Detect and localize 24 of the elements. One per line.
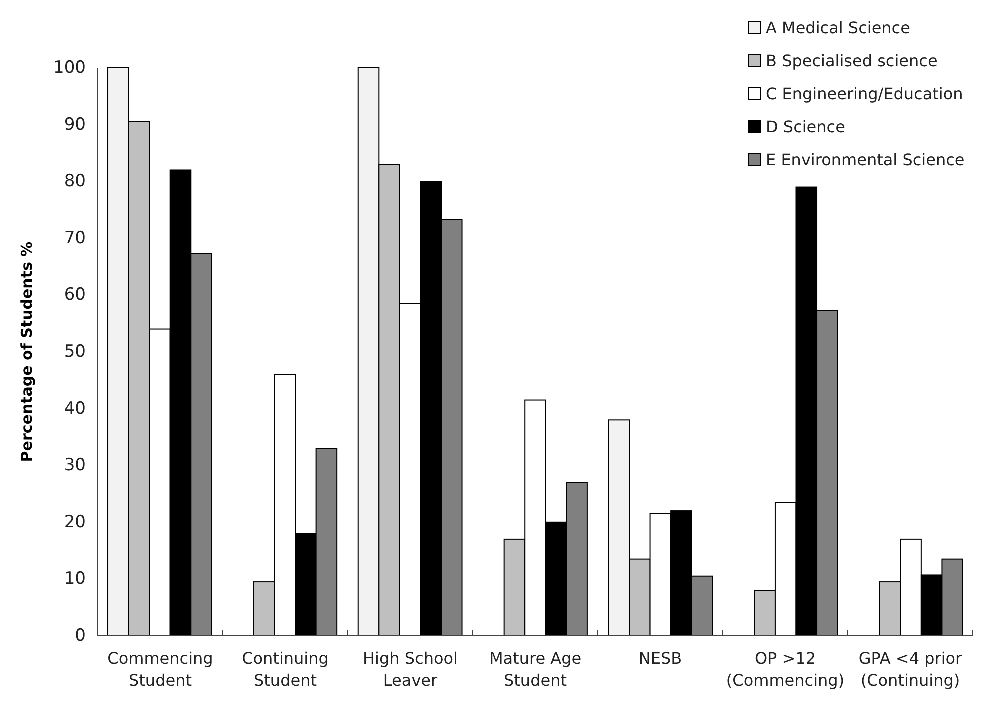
x-tick-label: GPA <4 prior (Continuing)	[858, 649, 963, 690]
y-tick-label: 90	[64, 114, 86, 135]
x-tick-label: OP >12 (Commencing)	[726, 649, 845, 690]
x-tick-label: NESB	[638, 649, 682, 668]
y-tick-label: 10	[64, 569, 86, 590]
y-tick-label: 40	[64, 398, 86, 419]
y-axis-title: Percentage of Students %	[18, 242, 36, 462]
legend-label: A Medical Science	[766, 18, 910, 38]
y-tick-label: 30	[64, 456, 86, 476]
y-tick-label: 100	[54, 58, 86, 78]
legend-label: B Specialised science	[766, 52, 938, 71]
x-tick-label: Mature Age Student	[489, 649, 582, 690]
y-tick-label: 60	[64, 285, 86, 306]
legend-label: D Science	[766, 118, 846, 137]
x-tick-label: Commencing Student	[108, 649, 214, 690]
legend-label: E Environmental Science	[766, 150, 965, 170]
y-tick-label: 0	[75, 626, 86, 646]
x-tick-label: Continuing Student	[242, 649, 329, 690]
y-tick-label: 20	[64, 512, 86, 532]
y-tick-label: 70	[64, 228, 86, 248]
legend-label: C Engineering/Education	[766, 84, 964, 104]
y-tick-label: 80	[64, 172, 86, 192]
y-tick-label: 50	[64, 342, 86, 362]
x-tick-label: High School Leaver	[363, 649, 458, 690]
